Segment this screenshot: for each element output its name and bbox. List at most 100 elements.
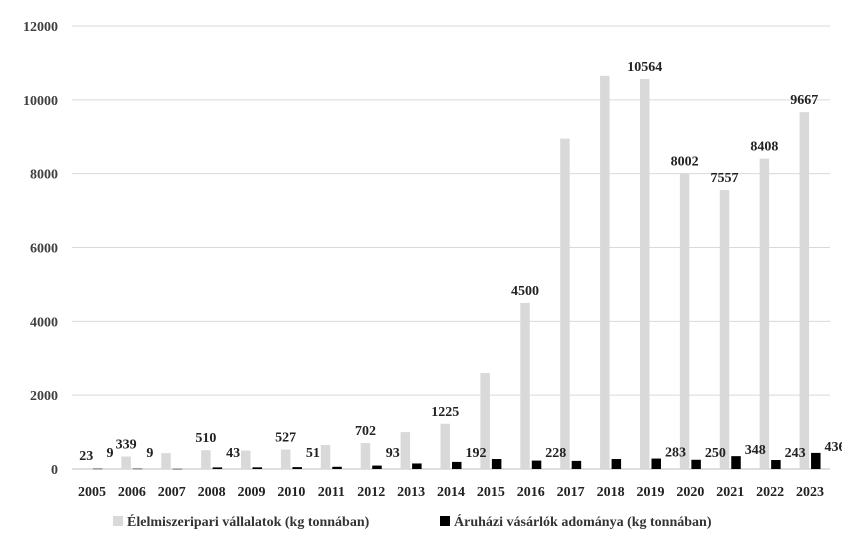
data-label-food-industry-2019: 10564 [627,60,662,75]
bar-food-industry-2021 [719,190,730,469]
x-tick-label: 2020 [676,485,704,500]
legend-label-2: Áruházi vásárlók adománya (kg tonnában) [454,513,712,530]
y-tick-label: 10000 [23,94,58,109]
bar-food-industry-2015 [480,373,490,469]
x-tick-label: 2011 [318,485,345,500]
bar-customer-donation-2019 [651,458,661,469]
x-tick-label: 2010 [277,485,305,500]
bar-customer-donation-2020 [691,459,701,469]
bar-customer-donation-2023 [811,452,821,469]
bar-food-industry-2016 [520,302,530,469]
bar-customer-donation-2015 [491,459,502,469]
x-tick-label: 2022 [756,485,784,500]
data-label-food-industry-2014: 1225 [431,405,459,420]
data-label-customer-donation-2016: 228 [545,446,566,461]
bar-customer-donation-2016 [531,460,542,469]
bar-food-industry-2020 [679,173,690,469]
data-label-food-industry-2012: 702 [355,424,376,439]
data-label-food-industry-2022: 8408 [750,140,778,155]
data-labels: 23 93399510435275170293122519245002281056… [79,60,842,464]
bar-customer-donation-2014 [452,461,462,469]
x-tick-label: 2018 [597,485,625,500]
y-tick-label: 12000 [23,20,58,35]
y-tick-label: 0 [51,463,58,478]
bar-customer-donation-2017 [571,460,582,469]
bar-food-industry-2017 [560,138,570,470]
bar-customer-donation-2005 [92,468,103,470]
data-label-customer-donation-2023: 436 [825,440,842,455]
x-tick-label: 2014 [437,485,465,500]
bar-food-industry-2023 [799,112,810,469]
bar-food-industry-2007 [161,453,171,469]
x-tick-label: 2005 [78,485,106,500]
x-tick-label: 2021 [716,485,744,500]
gridlines [72,25,830,470]
bar-customer-donation-2007 [172,468,183,470]
bar-food-industry-2013 [400,432,411,469]
data-label-food-industry-2020: 8002 [671,155,699,170]
bar-customer-donation-2018 [611,459,622,469]
bar-customer-donation-2012 [372,465,382,469]
data-label-food-industry-2008: 510 [195,431,216,446]
bar-food-industry-2012 [360,443,371,469]
bar-food-industry-2018 [600,75,610,470]
bar-food-industry-2005 [81,468,91,469]
bar-customer-donation-2011 [332,466,342,469]
x-axis-ticks: 2005 2006 2007 2008 2009 2010 2011 2012 2013 2014… [78,485,824,500]
data-label-customer-donation-2008: 43 [226,446,240,461]
x-tick-label: 2019 [636,485,664,500]
x-tick-label: 2016 [517,485,545,500]
data-label-customer-donation-2012: 93 [386,446,400,461]
legend-swatch-1 [113,516,123,526]
bar-food-industry-2011 [320,445,331,469]
bar-food-industry-2022 [759,158,770,469]
data-label-customer-donation-2006: 9 [146,446,153,461]
data-label-customer-donation-2020: 250 [705,446,726,461]
y-tick-label: 6000 [30,242,58,257]
data-label-food-industry-2006: 339 [116,437,137,452]
x-tick-label: 2015 [477,485,505,500]
x-tick-label: 2023 [796,485,824,500]
bar-customer-donation-2006 [132,468,143,470]
legend-label-1: Élelmiszeripari vállalatok (kg tonnában) [127,513,370,530]
bar-customer-donation-2021 [731,456,741,469]
data-label-customer-donation-2019: 283 [665,446,686,461]
y-tick-label: 2000 [30,389,58,404]
x-tick-label: 2009 [238,485,266,500]
data-label-customer-donation-2021: 348 [745,443,766,458]
data-label-food-industry-2005: 23 [79,449,93,464]
data-label-customer-donation-2014: 192 [466,446,487,461]
data-label-food-industry-2023: 9667 [790,93,818,108]
bar-food-industry-2006 [121,456,131,469]
bar-customer-donation-2008 [212,467,223,469]
x-tick-label: 2007 [158,485,186,500]
data-label-customer-donation-2022: 243 [785,446,806,461]
bar-customer-donation-2009 [252,467,263,469]
x-tick-label: 2008 [198,485,226,500]
data-label-food-industry-2016: 4500 [511,284,539,299]
bar-customer-donation-2010 [292,467,302,469]
bar-food-industry-2010 [280,449,291,469]
data-label-customer-donation-2010: 51 [306,446,320,461]
data-label-customer-donation-2005: 9 [106,446,113,461]
bar-food-industry-2014 [440,423,450,469]
x-tick-label: 2006 [118,485,146,500]
legend: Élelmiszeripari vállalatok (kg tonnában)… [113,513,712,530]
y-tick-label: 8000 [30,168,58,183]
x-tick-label: 2017 [557,485,585,500]
data-label-food-industry-2010: 527 [275,431,296,446]
y-tick-label: 4000 [30,315,58,330]
bar-customer-donation-2013 [412,463,422,469]
data-label-food-industry-2021: 7557 [711,171,739,186]
bar-food-industry-2008 [201,450,211,469]
bar-customer-donation-2022 [771,460,781,469]
legend-swatch-2 [440,516,450,526]
bars [81,75,821,470]
x-tick-label: 2012 [357,485,385,500]
bar-food-industry-2009 [241,450,251,469]
bar-food-industry-2019 [639,79,650,470]
x-tick-label: 2013 [397,485,425,500]
y-axis-ticks: 0 2000 4000 6000 8000 10000 12000 [23,20,58,478]
